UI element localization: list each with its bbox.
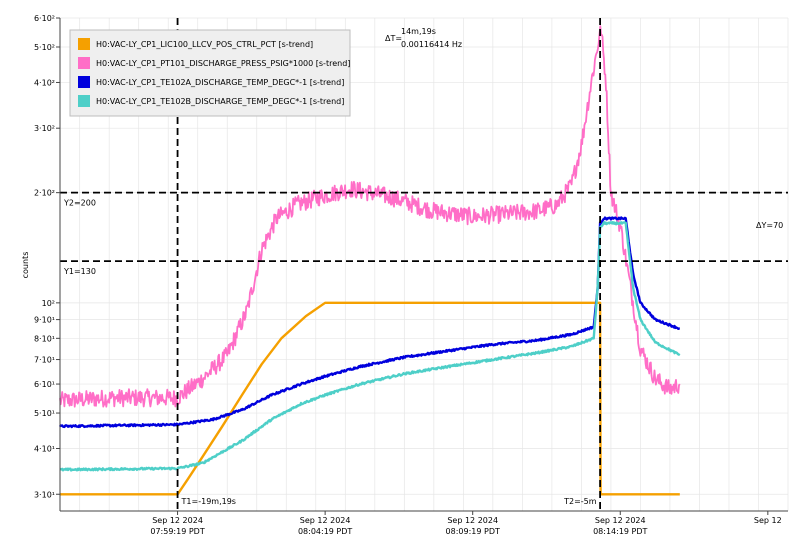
y-tick-label: 8·10¹ [34,334,55,343]
y-tick-label: 3·10² [34,124,55,133]
delta-t-frequency: 0.00116414 Hz [401,40,462,49]
x-tick-label: Sep 12 2024 [447,516,498,525]
y-axis-label: counts [21,252,30,279]
cursor-y1-label: Y1=130 [63,267,96,276]
legend-swatch-2 [78,57,90,69]
delta-t-value: 14m,19s [401,27,436,36]
legend-label-2: H0:VAC-LY_CP1_PT101_DISCHARGE_PRESS_PSIG… [96,59,350,68]
delta-y-label: ΔY=70 [756,221,783,230]
x-tick-label-time: 08:09:19 PDT [446,527,500,536]
x-tick-label-time: 08:14:19 PDT [593,527,647,536]
legend-swatch-4 [78,95,90,107]
y-tick-label: 6·10¹ [34,380,55,389]
legend[interactable]: H0:VAC-LY_CP1_LIC100_LLCV_POS_CTRL_PCT [… [69,29,351,117]
legend-label-4: H0:VAC-LY_CP1_TE102B_DISCHARGE_TEMP_DEGC… [96,97,344,106]
x-tick-label-time: 07:59:19 PDT [150,527,204,536]
y-tick-label: 6·10² [34,14,55,23]
legend-label-1: H0:VAC-LY_CP1_LIC100_LLCV_POS_CTRL_PCT [… [96,40,313,49]
y-tick-labels: 3·10¹ 4·10¹ 5·10¹ 6·10¹ 7·10¹ 8·10¹ 9·10¹ 10² 2·… [34,14,60,499]
x-tick-label: Sep 12 2024 [300,516,351,525]
cursor-y2-label: Y2=200 [63,199,96,208]
x-tick-label-time: 08:04:19 PDT [298,527,352,536]
delta-t-prefix: ΔT= [385,34,402,43]
y-tick-label: 2·10² [34,189,55,198]
legend-label-3: H0:VAC-LY_CP1_TE102A_DISCHARGE_TEMP_DEGC… [96,78,344,87]
x-tick-label: Sep 12 2024 [152,516,203,525]
y-tick-label: 7·10¹ [34,356,55,365]
y-tick-label: 10² [42,299,55,308]
legend-swatch-3 [78,76,90,88]
y-tick-label: 5·10² [34,43,55,52]
y-tick-label: 5·10¹ [34,409,55,418]
series-line-3 [58,216,681,429]
y-tick-label: 4·10¹ [34,445,55,454]
legend-swatch-1 [78,38,90,50]
cursor-t1-label: T1=-19m,19s [181,497,236,506]
y-tick-label: 4·10² [34,78,55,87]
y-tick-label: 9·10¹ [34,316,55,325]
series-line-1 [60,301,680,496]
x-tick-labels: Sep 12 2024 07:59:19 PDT Sep 12 2024 08:04:… [150,511,782,536]
series-line-4 [59,221,681,472]
series-line-2 [59,25,681,408]
series-layer [58,25,681,496]
cursor-t2-label: T2=-5m [563,497,597,506]
axes: 3·10¹ 4·10¹ 5·10¹ 6·10¹ 7·10¹ 8·10¹ 9·10¹ 10² 2·… [21,14,788,536]
y-tick-label: 3·10¹ [34,490,55,499]
legend-box [69,29,351,117]
x-tick-label: Sep 12 [754,516,782,525]
x-tick-label: Sep 12 2024 [595,516,646,525]
